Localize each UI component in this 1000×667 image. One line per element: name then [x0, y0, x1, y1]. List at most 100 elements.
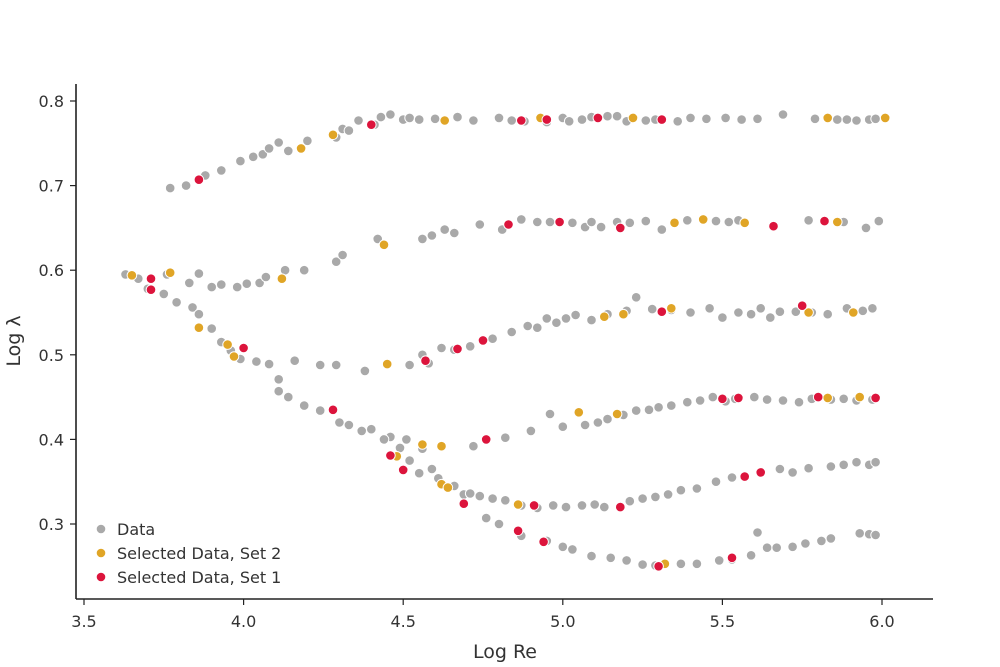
data-point: [675, 484, 687, 496]
x-ticks: 3.5 4.0 4.5 5.0 5.5 6.0: [71, 599, 895, 631]
set-1-point: [516, 115, 527, 126]
data-point: [851, 115, 862, 126]
data-point: [822, 308, 834, 320]
data-point: [854, 528, 866, 539]
data-point: [302, 135, 313, 147]
x-axis-title: Log Re: [473, 641, 537, 663]
data-point: [777, 109, 789, 120]
set-1-point: [615, 501, 626, 513]
set-1-point: [819, 215, 830, 227]
data-point: [838, 393, 850, 405]
data-point: [193, 308, 205, 320]
data-point: [825, 461, 837, 472]
data-point: [733, 307, 744, 318]
data-point: [193, 268, 205, 279]
data-point: [487, 333, 498, 345]
data-point: [586, 216, 597, 228]
data-point: [736, 114, 747, 125]
data-point: [592, 417, 604, 428]
data-point: [158, 288, 170, 300]
data-point: [662, 489, 674, 500]
data-point: [541, 313, 553, 324]
data-point: [206, 281, 217, 293]
data-point: [589, 499, 601, 510]
x-tick-label: 6.0: [869, 612, 894, 631]
data-point: [298, 264, 310, 276]
data-point: [263, 143, 275, 154]
data-point: [260, 271, 272, 283]
set-1-point: [420, 355, 431, 367]
data-point: [353, 115, 364, 126]
data-point: [184, 277, 195, 289]
data-point: [487, 493, 498, 504]
data-point: [404, 112, 415, 124]
data-point: [694, 395, 706, 406]
data-point: [809, 113, 821, 125]
data-point: [171, 297, 182, 308]
data-point: [560, 313, 572, 324]
data-point: [547, 500, 559, 511]
set-1-point: [327, 404, 339, 416]
data-point: [595, 221, 607, 233]
set-2-point: [848, 307, 859, 318]
data-point: [216, 279, 227, 290]
data-point: [685, 112, 696, 124]
data-point: [870, 113, 881, 125]
data-point: [841, 114, 853, 125]
legend-label-data: Data: [117, 520, 155, 539]
data-point: [557, 541, 569, 553]
data-point: [532, 216, 543, 228]
data-point: [682, 396, 693, 408]
y-tick-label: 0.6: [39, 261, 64, 280]
data-point: [790, 306, 802, 318]
set-1-point: [653, 561, 664, 572]
data-point: [752, 113, 763, 125]
data-point: [691, 483, 703, 494]
set-2-point: [381, 358, 393, 370]
data-point: [417, 233, 428, 245]
set-1-point: [592, 112, 604, 124]
data-point: [314, 359, 326, 371]
set-2-point: [417, 439, 428, 450]
data-point: [525, 425, 537, 437]
set-2-point: [627, 112, 639, 124]
data-point: [493, 112, 505, 124]
data-point: [464, 341, 476, 352]
data-point: [385, 109, 396, 120]
set-1-point: [452, 343, 463, 355]
data-point: [640, 215, 652, 227]
data-point: [761, 394, 773, 405]
data-point: [752, 527, 763, 538]
data-point: [330, 256, 342, 268]
data-point: [803, 462, 814, 474]
data-point: [356, 425, 368, 437]
data-point: [187, 302, 198, 313]
data-point: [330, 359, 342, 371]
set-1-point: [477, 335, 489, 346]
data-point: [206, 323, 217, 334]
data-point: [713, 555, 725, 566]
data-point: [343, 419, 355, 431]
data-point: [570, 309, 581, 321]
data-point: [551, 317, 562, 329]
set-2-point: [697, 214, 709, 225]
legend-marker-data: [95, 523, 107, 535]
data-point: [867, 303, 878, 314]
set-2-point: [666, 303, 677, 314]
data-point: [761, 542, 773, 554]
data-point: [701, 113, 712, 125]
data-point: [774, 463, 786, 475]
data-point: [755, 303, 767, 314]
data-point: [343, 125, 355, 136]
data-point: [777, 395, 789, 406]
data-point: [682, 215, 693, 226]
data-point: [640, 115, 652, 126]
set-2-point: [573, 407, 585, 418]
data-point: [180, 180, 192, 191]
data-point: [650, 491, 661, 503]
data-point: [544, 216, 556, 228]
y-tick-label: 0.3: [39, 515, 64, 534]
data-point: [436, 342, 447, 354]
data-point: [851, 456, 862, 468]
data-point: [832, 114, 843, 125]
